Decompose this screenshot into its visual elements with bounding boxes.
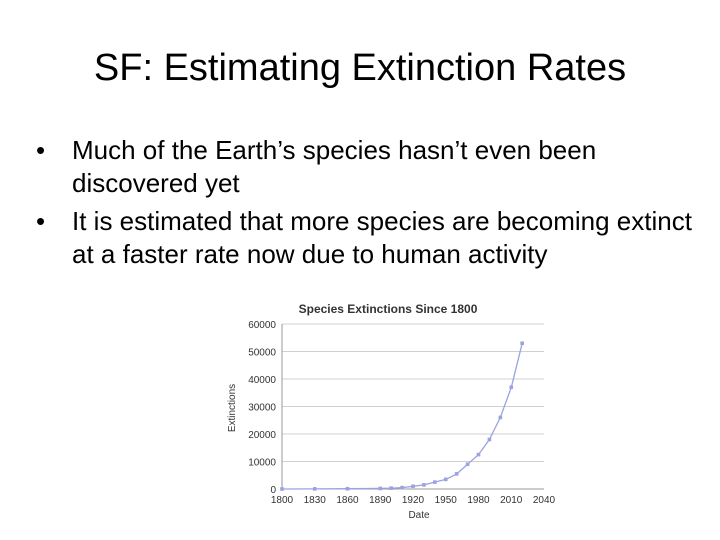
data-point xyxy=(443,477,448,482)
x-axis-label: Date xyxy=(408,510,430,521)
x-tick-label: 2040 xyxy=(533,495,556,506)
x-tick-label: 1830 xyxy=(304,495,327,506)
x-tick-label: 1950 xyxy=(435,495,458,506)
bullet-marker: • xyxy=(36,135,46,165)
data-point xyxy=(312,487,317,491)
data-point xyxy=(422,483,426,487)
y-tick-label: 0 xyxy=(270,485,276,496)
data-point xyxy=(400,485,404,490)
data-point xyxy=(433,480,437,484)
bullet-text: It is estimated that more species are be… xyxy=(72,206,692,269)
bullet-list: • Much of the Earth’s species hasn’t eve… xyxy=(36,134,696,276)
x-tick-label: 1920 xyxy=(402,495,425,506)
grid-lines xyxy=(282,323,544,462)
slide-title: SF: Estimating Extinction Rates xyxy=(93,47,627,89)
data-point xyxy=(487,437,492,442)
x-tick-label: 1980 xyxy=(467,495,490,506)
data-point xyxy=(378,486,383,491)
x-tick-label: 2010 xyxy=(500,495,523,506)
y-tick-label: 60000 xyxy=(248,320,276,331)
y-tick-label: 20000 xyxy=(248,430,276,441)
data-point xyxy=(509,385,514,390)
series-line xyxy=(281,343,523,490)
x-tick-label: 1860 xyxy=(336,495,359,506)
bullet-marker: • xyxy=(36,206,46,236)
data-point xyxy=(411,484,415,489)
data-point xyxy=(476,452,481,457)
y-tick-label: 10000 xyxy=(248,458,276,469)
bullet-item: • Much of the Earth’s species hasn’t eve… xyxy=(36,134,696,200)
data-point xyxy=(465,462,470,467)
x-tick-label: 1800 xyxy=(271,495,294,506)
bullet-text: Much of the Earth’s species hasn’t even … xyxy=(72,135,597,198)
data-point xyxy=(345,486,350,491)
series-layer xyxy=(280,341,524,491)
data-point xyxy=(498,415,503,420)
chart-title: Species Extinctions Since 1800 xyxy=(299,302,478,316)
data-point xyxy=(389,486,393,490)
data-point xyxy=(280,487,284,491)
data-point xyxy=(454,472,459,476)
extinctions-chart: Species Extinctions Since 1800 Extinctio… xyxy=(227,302,556,521)
y-axis-label: Extinctions xyxy=(227,384,238,432)
data-point xyxy=(520,341,524,346)
y-tick-label: 50000 xyxy=(248,348,276,359)
y-tick-label: 30000 xyxy=(248,403,276,414)
bullet-item: • It is estimated that more species are … xyxy=(36,205,696,271)
x-tick-label: 1890 xyxy=(369,495,392,506)
y-tick-label: 40000 xyxy=(248,375,276,386)
tick-labels: 0 10000 20000 30000 40000 50000 60000 1800 1830 1… xyxy=(248,320,555,506)
